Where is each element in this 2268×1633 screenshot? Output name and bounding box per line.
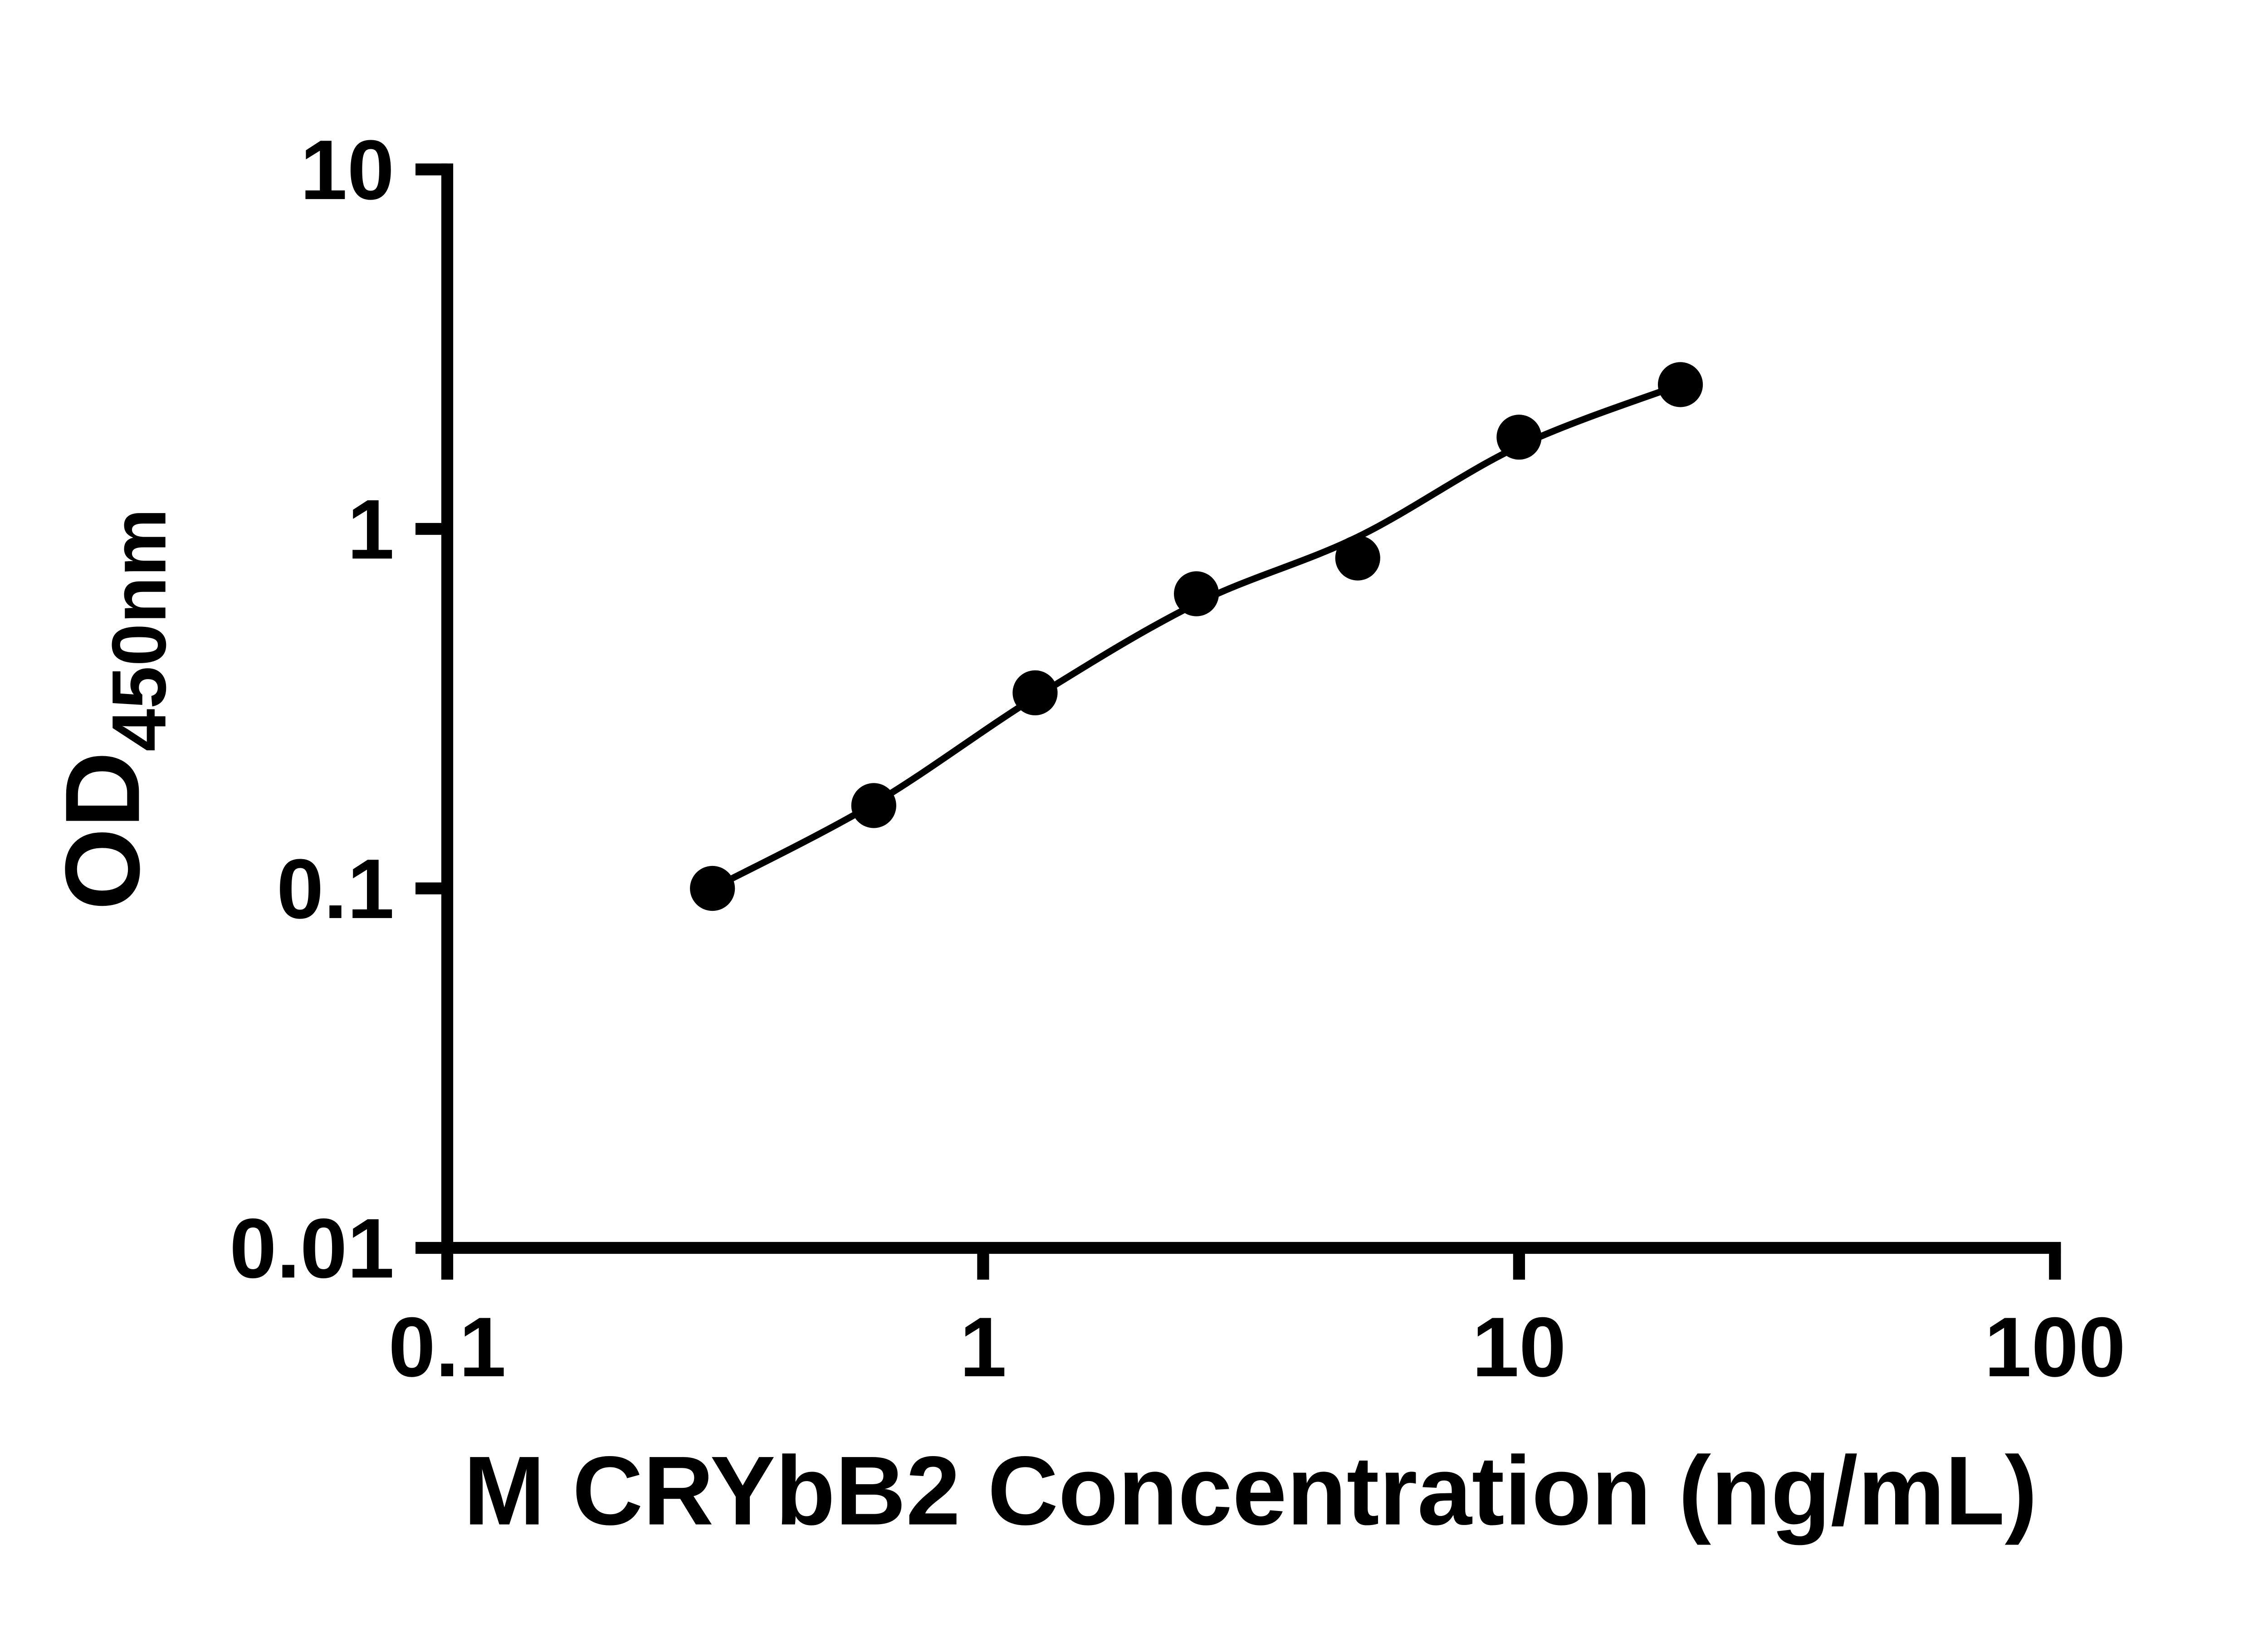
data-point xyxy=(1657,362,1703,407)
axes-frame xyxy=(441,163,2061,1254)
y-tick-label: 0.1 xyxy=(277,841,395,936)
data-point xyxy=(690,865,735,911)
data-point xyxy=(1012,670,1058,715)
x-tick-label: 10 xyxy=(1472,1300,1566,1394)
data-point xyxy=(1173,571,1219,616)
data-point xyxy=(851,783,896,828)
x-axis-title: M CRYbB2 Concentration (ng/mL) xyxy=(464,1436,2038,1545)
y-axis-title: OD450nm xyxy=(44,508,181,910)
x-tick-label: 1 xyxy=(960,1300,1007,1394)
y-tick-label: 0.01 xyxy=(230,1201,394,1296)
y-tick-label: 1 xyxy=(347,482,394,577)
data-point xyxy=(1335,535,1380,581)
data-point xyxy=(1496,415,1542,460)
y-tick-label: 10 xyxy=(300,122,395,217)
x-tick-label: 0.1 xyxy=(388,1300,506,1394)
x-tick-label: 100 xyxy=(1984,1300,2126,1394)
